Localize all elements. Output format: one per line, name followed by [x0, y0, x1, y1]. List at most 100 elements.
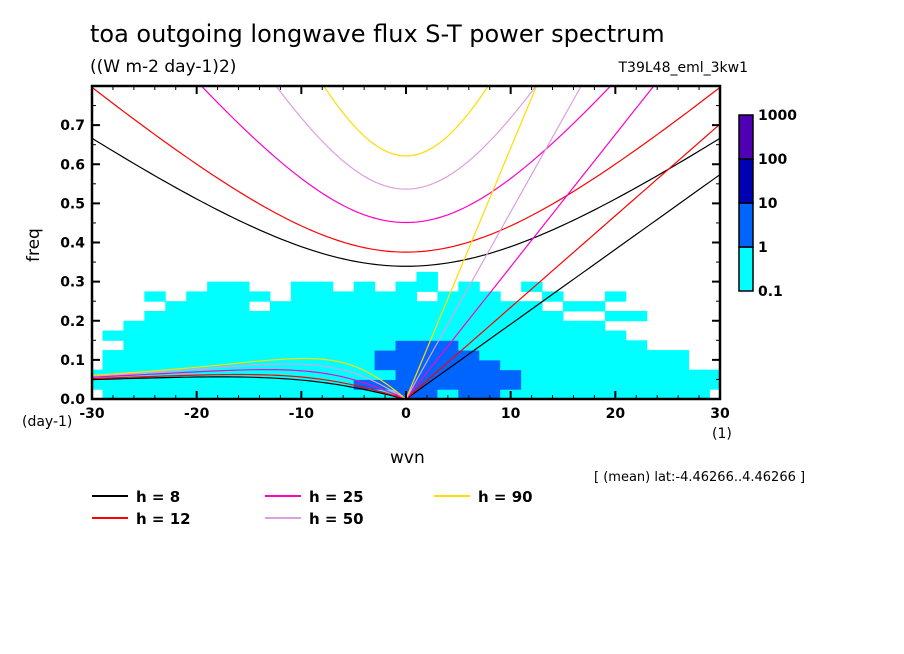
power-cell: [269, 350, 292, 361]
power-cell: [688, 369, 711, 380]
power-cell: [311, 330, 334, 341]
ig-curve-h90: [323, 86, 489, 157]
power-cell: [249, 310, 271, 322]
power-cell: [374, 369, 397, 380]
power-cell: [646, 359, 669, 371]
power-cell: [395, 379, 417, 390]
legend-label: h = 50: [309, 510, 364, 528]
power-cell: [563, 301, 585, 312]
power-cell: [374, 291, 397, 302]
power-cell: [583, 389, 606, 399]
power-cell: [646, 369, 669, 380]
power-cell: [353, 369, 376, 380]
power-cell: [479, 301, 501, 312]
power-cell: [249, 291, 271, 302]
power-cell: [249, 389, 271, 399]
power-cell: [228, 301, 250, 312]
power-cell: [625, 340, 648, 351]
y-tick-label: 0.1: [60, 353, 85, 369]
kelvin-curve-h90: [405, 86, 538, 399]
power-cell: [521, 330, 543, 341]
y-tick-label: 0.0: [60, 392, 85, 408]
power-cell: [583, 379, 606, 390]
x-tick-label: -10: [289, 406, 315, 422]
power-cell: [332, 340, 355, 351]
rossby-curve-h12: [92, 373, 407, 399]
power-cell: [269, 310, 292, 322]
kelvin-curve-h25: [405, 86, 655, 399]
power-cell: [311, 359, 334, 371]
power-cell: [688, 379, 711, 390]
power-cell: [646, 379, 669, 390]
power-cell: [353, 350, 376, 361]
ig-curve-h50: [275, 86, 537, 190]
power-cell: [667, 350, 690, 361]
power-cell: [290, 350, 313, 361]
power-cell: [583, 350, 606, 361]
power-cell: [563, 350, 585, 361]
power-cell: [249, 320, 271, 332]
power-cell: [458, 359, 480, 371]
power-cell: [186, 301, 208, 312]
power-cell: [353, 330, 376, 341]
axes: -30 -20 -10 0 10 20 30 0.0 0.1 0.2 0.3 0.4 0.5 0.6 0.7: [60, 84, 730, 422]
power-cell: [521, 301, 543, 312]
x-tick-label: -20: [184, 406, 210, 422]
power-cell: [604, 340, 627, 351]
legend: h = 8 h = 12 h = 25 h = 50 h = 90: [92, 488, 533, 528]
power-cell: [521, 350, 543, 361]
power-cell: [186, 291, 208, 302]
power-cell: [416, 389, 438, 399]
power-cell: [479, 340, 501, 351]
power-cell: [521, 359, 543, 371]
power-cell: [646, 389, 669, 399]
power-cell: [416, 271, 438, 283]
power-cell: [186, 330, 208, 341]
power-cell: [228, 330, 250, 341]
power-cell: [458, 320, 480, 332]
power-cell: [123, 330, 145, 341]
ig-curve-h12: [92, 86, 720, 253]
power-cell: [604, 350, 627, 361]
power-cell: [165, 389, 187, 399]
power-cell: [416, 350, 438, 361]
power-cell: [290, 379, 313, 390]
power-cell: [353, 310, 376, 322]
power-cell: [228, 310, 250, 322]
power-cell: [479, 310, 501, 322]
power-cell: [269, 389, 292, 399]
power-cell: [458, 301, 480, 312]
power-cell: [228, 320, 250, 332]
colorbar-swatch: [738, 202, 754, 248]
power-cell: [416, 369, 438, 380]
power-cell: [625, 389, 648, 399]
colorbar-label: 10: [758, 196, 778, 212]
power-cell: [416, 281, 438, 292]
ig-curve-h8: [92, 137, 720, 267]
power-cell: [102, 350, 124, 361]
power-cell: [353, 359, 376, 371]
ig-curve-h25: [200, 86, 612, 224]
y-tick-label: 0.3: [60, 275, 85, 291]
power-cell: [500, 350, 522, 361]
power-cell: [249, 330, 271, 341]
power-cell: [332, 359, 355, 371]
power-cell: [353, 379, 376, 390]
power-cell: [290, 310, 313, 322]
power-cell: [667, 389, 690, 399]
power-cell: [563, 389, 585, 399]
power-cell: [395, 301, 417, 312]
power-cell: [667, 359, 690, 371]
power-cell: [458, 291, 480, 302]
power-cell: [583, 369, 606, 380]
power-cell: [102, 379, 124, 390]
power-cell: [269, 340, 292, 351]
power-cell: [583, 330, 606, 341]
power-cell: [625, 310, 648, 322]
power-cell: [542, 310, 564, 322]
power-cell: [374, 320, 397, 332]
power-cell: [228, 281, 250, 292]
power-cell: [186, 340, 208, 351]
legend-label: h = 12: [136, 510, 191, 528]
